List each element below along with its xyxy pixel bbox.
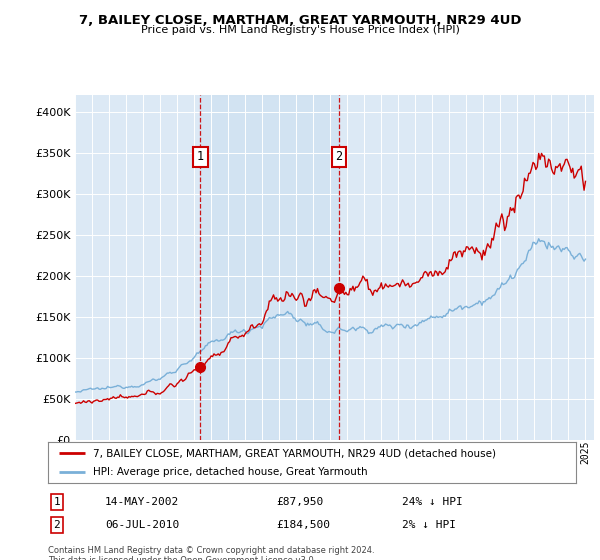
Text: 06-JUL-2010: 06-JUL-2010 <box>105 520 179 530</box>
Text: Contains HM Land Registry data © Crown copyright and database right 2024.
This d: Contains HM Land Registry data © Crown c… <box>48 546 374 560</box>
Text: 7, BAILEY CLOSE, MARTHAM, GREAT YARMOUTH, NR29 4UD: 7, BAILEY CLOSE, MARTHAM, GREAT YARMOUTH… <box>79 14 521 27</box>
Text: 2: 2 <box>335 150 343 163</box>
Text: 14-MAY-2002: 14-MAY-2002 <box>105 497 179 507</box>
Text: 1: 1 <box>197 150 204 163</box>
Text: 2: 2 <box>53 520 61 530</box>
Text: 7, BAILEY CLOSE, MARTHAM, GREAT YARMOUTH, NR29 4UD (detached house): 7, BAILEY CLOSE, MARTHAM, GREAT YARMOUTH… <box>93 449 496 458</box>
Text: Price paid vs. HM Land Registry's House Price Index (HPI): Price paid vs. HM Land Registry's House … <box>140 25 460 35</box>
Text: 2% ↓ HPI: 2% ↓ HPI <box>402 520 456 530</box>
Text: £87,950: £87,950 <box>276 497 323 507</box>
Bar <box>200 95 339 440</box>
Text: HPI: Average price, detached house, Great Yarmouth: HPI: Average price, detached house, Grea… <box>93 467 368 477</box>
Text: £184,500: £184,500 <box>276 520 330 530</box>
Text: 1: 1 <box>53 497 61 507</box>
Text: 24% ↓ HPI: 24% ↓ HPI <box>402 497 463 507</box>
